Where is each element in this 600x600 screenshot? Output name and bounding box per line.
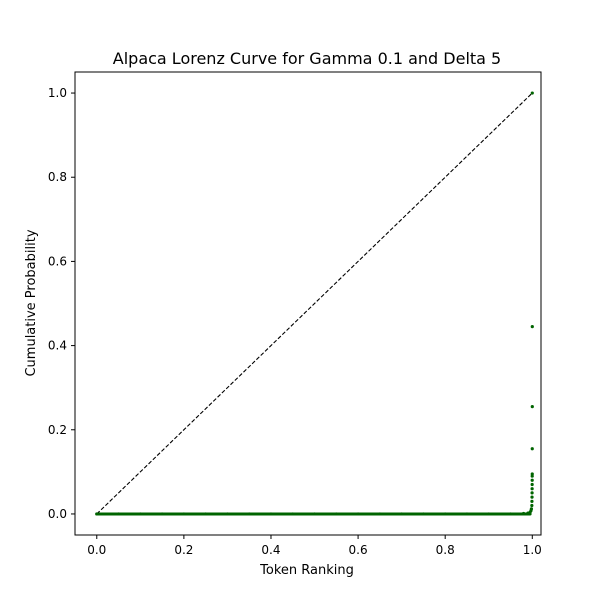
equality-reference-line bbox=[96, 92, 533, 515]
lorenz-point bbox=[487, 512, 491, 516]
lorenz-point bbox=[312, 512, 317, 516]
x-tick-label: 0.8 bbox=[436, 543, 455, 557]
lorenz-point bbox=[530, 472, 534, 476]
lorenz-point bbox=[530, 499, 534, 503]
lorenz-point bbox=[182, 512, 186, 516]
lorenz-point bbox=[530, 495, 534, 499]
lorenz-point bbox=[530, 487, 534, 491]
x-tick-label: 0.2 bbox=[174, 543, 193, 557]
x-axis-label: Token Ranking bbox=[259, 563, 354, 578]
lorenz-point bbox=[225, 512, 230, 516]
lorenz-point bbox=[204, 512, 208, 516]
lorenz-point bbox=[530, 478, 534, 482]
lorenz-point bbox=[160, 512, 164, 516]
lorenz-point bbox=[291, 512, 295, 516]
lorenz-point bbox=[529, 507, 534, 511]
lorenz-point bbox=[530, 482, 534, 487]
lorenz-point bbox=[530, 503, 534, 508]
plot-frame bbox=[74, 71, 542, 536]
y-tick-label: 0.8 bbox=[48, 170, 67, 184]
lorenz-point bbox=[530, 405, 534, 409]
y-tick-label: 1.0 bbox=[48, 86, 67, 100]
y-tick-label: 0.2 bbox=[48, 423, 67, 437]
x-tick-label: 1.0 bbox=[523, 543, 542, 557]
plot-area bbox=[95, 91, 534, 516]
lorenz-point bbox=[356, 512, 360, 516]
lorenz-point bbox=[138, 512, 142, 516]
lorenz-point bbox=[530, 91, 534, 95]
lorenz-point bbox=[269, 512, 273, 516]
lorenz-point bbox=[400, 512, 404, 516]
y-tick-label: 0.4 bbox=[48, 339, 67, 353]
lorenz-point bbox=[530, 491, 534, 495]
lorenz-point bbox=[443, 512, 447, 516]
y-tick-label: 0.6 bbox=[48, 254, 67, 268]
lorenz-point bbox=[247, 512, 251, 516]
axis-ticks: 0.0 0.2 0.4 0.6 0.8 1.0 0.0 0.2 0.4 0.6 0.8 1.0 bbox=[48, 86, 542, 557]
lorenz-point bbox=[95, 512, 99, 516]
lorenz-point bbox=[521, 511, 526, 516]
lorenz-point bbox=[465, 512, 469, 516]
lorenz-point bbox=[530, 447, 534, 451]
lorenz-point bbox=[378, 512, 382, 516]
y-tick-label: 0.0 bbox=[48, 507, 67, 521]
x-tick-label: 0.0 bbox=[87, 543, 106, 557]
y-axis-label: Cumulative Probability bbox=[24, 229, 39, 376]
lorenz-point bbox=[530, 325, 534, 329]
lorenz-point bbox=[421, 512, 426, 516]
lorenz-point bbox=[334, 512, 338, 516]
x-tick-label: 0.4 bbox=[261, 543, 280, 557]
chart-title: Alpaca Lorenz Curve for Gamma 0.1 and De… bbox=[113, 49, 501, 68]
x-tick-label: 0.6 bbox=[349, 543, 368, 557]
lorenz-point bbox=[116, 512, 121, 516]
lorenz-point bbox=[508, 512, 513, 516]
